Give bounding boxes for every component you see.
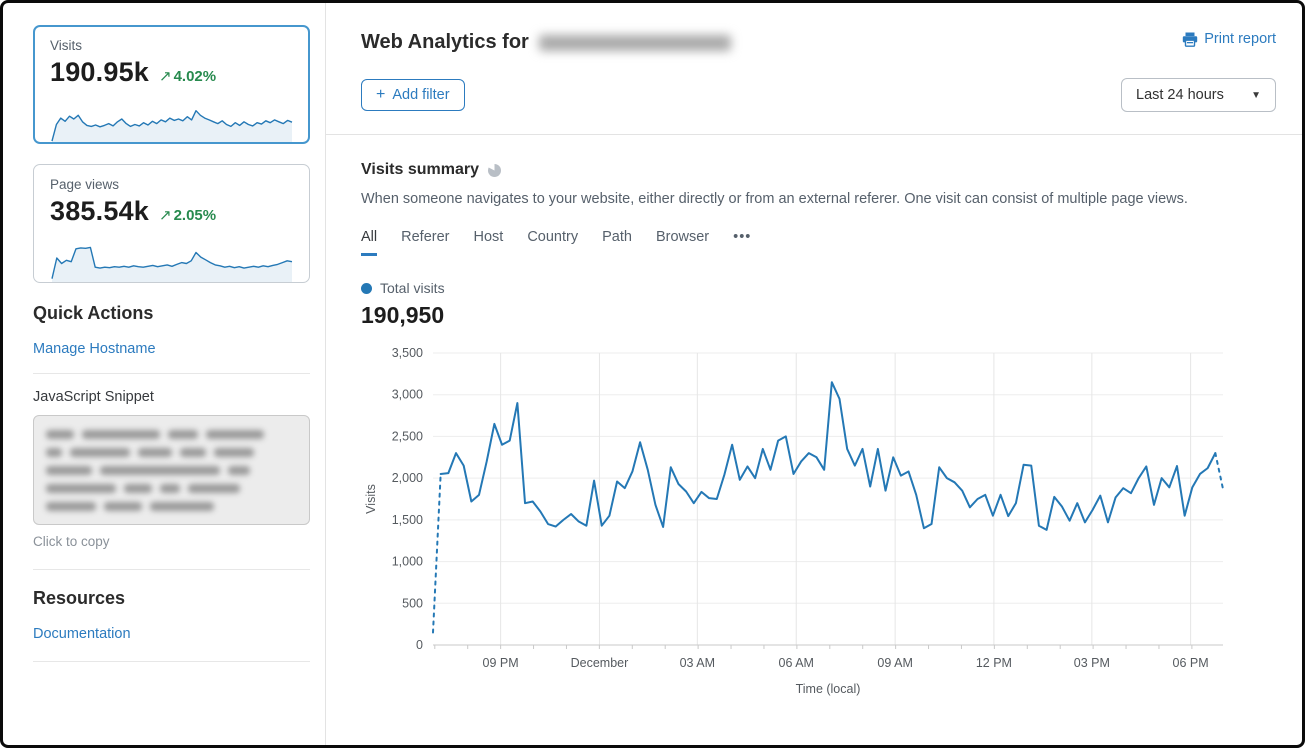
divider xyxy=(326,134,1302,135)
time-range-dropdown[interactable]: Last 24 hours ▼ xyxy=(1121,78,1276,112)
svg-text:December: December xyxy=(571,656,629,670)
svg-text:2,500: 2,500 xyxy=(392,429,423,443)
svg-text:Time (local): Time (local) xyxy=(796,682,861,696)
page-title: Web Analytics for xyxy=(361,31,731,54)
svg-text:500: 500 xyxy=(402,596,423,610)
svg-text:Visits: Visits xyxy=(364,484,378,514)
svg-text:09 PM: 09 PM xyxy=(483,656,519,670)
metric-card-page-views[interactable]: Page views 385.54k ↗ 2.05% xyxy=(33,164,310,283)
svg-text:09 AM: 09 AM xyxy=(877,656,912,670)
total-visits-legend-dot xyxy=(361,282,372,294)
metric-value: 190.95k xyxy=(50,57,149,87)
visits-line-chart: 0 500 1,000 1,500 2,000 2,500 3,000 3,500 09 PM D… xyxy=(364,346,1224,696)
javascript-snippet-label: JavaScript Snippet xyxy=(33,389,154,405)
visits-summary-heading: Visits summary xyxy=(361,161,479,178)
trend-up-icon: ↗ xyxy=(159,207,172,224)
divider xyxy=(33,661,310,662)
svg-text:03 PM: 03 PM xyxy=(1074,656,1110,670)
metric-label: Page views xyxy=(50,177,120,192)
dimension-tabs: All Referer Host Country Path Browser ••• xyxy=(361,229,1276,256)
tab-more[interactable]: ••• xyxy=(733,229,752,245)
tab-all[interactable]: All xyxy=(361,229,378,256)
tab-referer[interactable]: Referer xyxy=(401,229,450,245)
javascript-snippet-box-redacted[interactable] xyxy=(33,415,310,525)
main-content: Web Analytics for Print report + Add fil… xyxy=(326,3,1302,745)
divider xyxy=(33,373,310,374)
page-views-sparkline-chart xyxy=(51,246,293,282)
click-to-copy-hint: Click to copy xyxy=(33,534,110,549)
metric-delta: ↗ 4.02% xyxy=(159,68,217,85)
visits-summary-description: When someone navigates to your website, … xyxy=(361,191,1188,207)
svg-text:03 AM: 03 AM xyxy=(680,656,715,670)
visits-sparkline-chart xyxy=(51,110,293,142)
metric-label: Visits xyxy=(50,38,83,53)
visits-summary-section: Visits summary When someone navigates to… xyxy=(361,135,1276,706)
tab-path[interactable]: Path xyxy=(602,229,632,245)
svg-text:3,500: 3,500 xyxy=(392,346,423,360)
metric-value: 385.54k xyxy=(50,196,149,226)
total-visits-legend-label: Total visits xyxy=(380,280,445,296)
metric-card-visits[interactable]: Visits 190.95k ↗ 4.02% xyxy=(33,25,310,144)
tab-host[interactable]: Host xyxy=(473,229,504,245)
tab-country[interactable]: Country xyxy=(527,229,579,245)
svg-text:3,000: 3,000 xyxy=(392,388,423,402)
svg-text:1,000: 1,000 xyxy=(392,555,423,569)
redacted-domain xyxy=(538,34,731,51)
print-report-link[interactable]: Print report xyxy=(1182,31,1276,47)
manage-hostname-link[interactable]: Manage Hostname xyxy=(33,341,156,357)
svg-text:2,000: 2,000 xyxy=(392,471,423,485)
svg-text:06 PM: 06 PM xyxy=(1173,656,1209,670)
add-filter-button[interactable]: + Add filter xyxy=(361,79,465,111)
sidebar: Visits 190.95k ↗ 4.02% Page views 385.54k… xyxy=(3,3,326,745)
svg-text:12 PM: 12 PM xyxy=(976,656,1012,670)
documentation-link[interactable]: Documentation xyxy=(33,626,131,642)
chevron-down-icon: ▼ xyxy=(1251,89,1261,101)
svg-text:0: 0 xyxy=(416,638,423,652)
quick-actions-heading: Quick Actions xyxy=(33,303,154,323)
svg-text:06 AM: 06 AM xyxy=(779,656,814,670)
printer-icon xyxy=(1183,32,1198,47)
divider xyxy=(33,569,310,570)
plus-icon: + xyxy=(376,86,386,103)
trend-up-icon: ↗ xyxy=(159,68,172,85)
total-visits-value: 190,950 xyxy=(361,302,445,328)
metric-delta: ↗ 2.05% xyxy=(159,207,217,224)
pie-chart-help-icon[interactable] xyxy=(487,162,502,178)
tab-browser[interactable]: Browser xyxy=(655,229,710,245)
resources-heading: Resources xyxy=(33,588,126,608)
svg-text:1,500: 1,500 xyxy=(392,513,423,527)
